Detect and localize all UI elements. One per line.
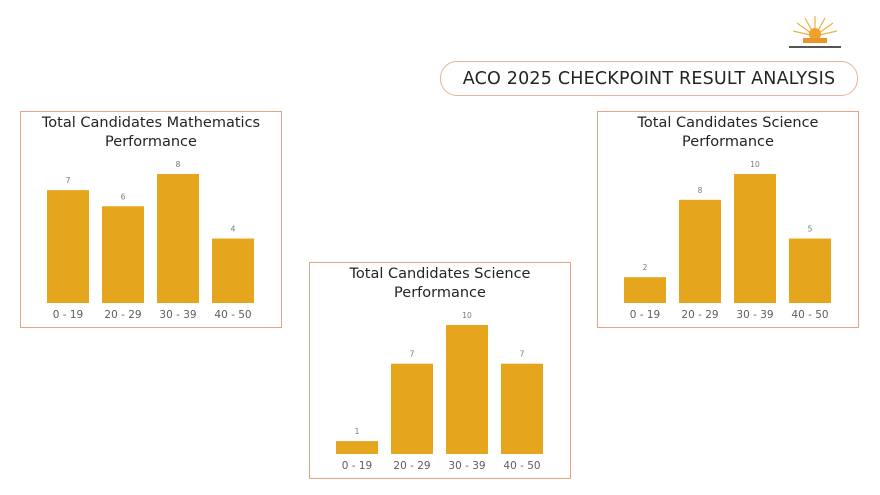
chart-title-line: Total Candidates Science	[637, 115, 819, 131]
bar-plot: 2 0 - 19 8 20 - 29 10 30 - 39 5 40 - 50	[624, 160, 831, 321]
chart-title-line: Performance	[394, 285, 486, 301]
science-performance-chart-center: Total Candidates Science Performance 1 0 …	[309, 262, 571, 479]
bar-20-29	[102, 206, 144, 303]
bar-plot: 7 0 - 19 6 20 - 29 8 30 - 39 4 40 - 50	[47, 160, 254, 321]
bar-40-50	[501, 363, 543, 454]
data-label: 10	[462, 311, 472, 320]
bar-30-39	[734, 174, 776, 303]
data-label: 10	[750, 160, 760, 169]
bar-20-29	[679, 199, 721, 303]
data-label: 6	[121, 192, 126, 201]
mathematics-performance-chart: Total Candidates Mathematics Performance…	[20, 111, 282, 328]
bar-0-19	[336, 441, 378, 454]
x-tick-label: 40 - 50	[791, 309, 828, 321]
chart-title-line: Performance	[105, 134, 197, 150]
data-label: 4	[231, 225, 236, 234]
bar-30-39	[446, 325, 488, 454]
chart-title-line: Performance	[682, 134, 774, 150]
x-tick-label: 0 - 19	[53, 309, 84, 321]
report-title: ACO 2025 CHECKPOINT RESULT ANALYSIS	[440, 61, 858, 96]
bar-0-19	[47, 190, 89, 303]
x-tick-label: 20 - 29	[393, 460, 430, 472]
chart-title: Total Candidates Science Performance	[598, 114, 858, 152]
logo	[785, 14, 845, 52]
bar-0-19	[624, 277, 666, 303]
chart-title: Total Candidates Mathematics Performance	[21, 114, 281, 152]
x-tick-label: 30 - 39	[448, 460, 485, 472]
x-tick-label: 0 - 19	[342, 460, 373, 472]
x-tick-label: 0 - 19	[630, 309, 661, 321]
chart-title-line: Total Candidates Science	[349, 266, 531, 282]
x-tick-label: 30 - 39	[159, 309, 196, 321]
bar-30-39	[157, 174, 199, 303]
x-tick-label: 20 - 29	[104, 309, 141, 321]
x-tick-label: 20 - 29	[681, 309, 718, 321]
x-tick-label: 40 - 50	[214, 309, 251, 321]
x-tick-label: 30 - 39	[736, 309, 773, 321]
bar-20-29	[391, 363, 433, 454]
x-tick-label: 40 - 50	[503, 460, 540, 472]
data-label: 5	[808, 225, 813, 234]
data-label: 7	[520, 350, 525, 359]
data-label: 7	[410, 350, 415, 359]
data-label: 2	[643, 263, 648, 272]
chart-title: Total Candidates Science Performance	[310, 265, 570, 303]
sunburst-logo-icon	[789, 16, 841, 48]
data-label: 7	[66, 176, 71, 185]
bar-plot: 1 0 - 19 7 20 - 29 10 30 - 39 7 40 - 50	[336, 311, 543, 472]
bar-40-50	[212, 238, 254, 303]
chart-title-line: Total Candidates Mathematics	[41, 115, 261, 131]
data-label: 8	[698, 186, 703, 195]
data-label: 8	[176, 160, 181, 169]
data-label: 1	[355, 427, 360, 436]
bar-40-50	[789, 238, 831, 303]
